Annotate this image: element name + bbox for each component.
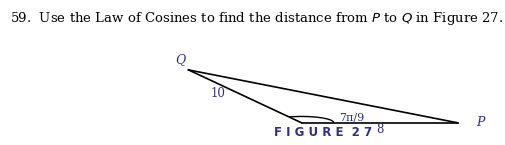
Text: 10: 10 (210, 87, 225, 100)
Text: F I G U R E  2 7: F I G U R E 2 7 (273, 126, 371, 139)
Text: 59.  Use the Law of Cosines to find the distance from $P$ to $Q$ in Figure 27.: 59. Use the Law of Cosines to find the d… (10, 10, 502, 27)
Text: Q: Q (175, 53, 185, 66)
Text: 8: 8 (375, 123, 382, 136)
Text: P: P (476, 116, 484, 129)
Text: 7π/9: 7π/9 (338, 113, 364, 123)
